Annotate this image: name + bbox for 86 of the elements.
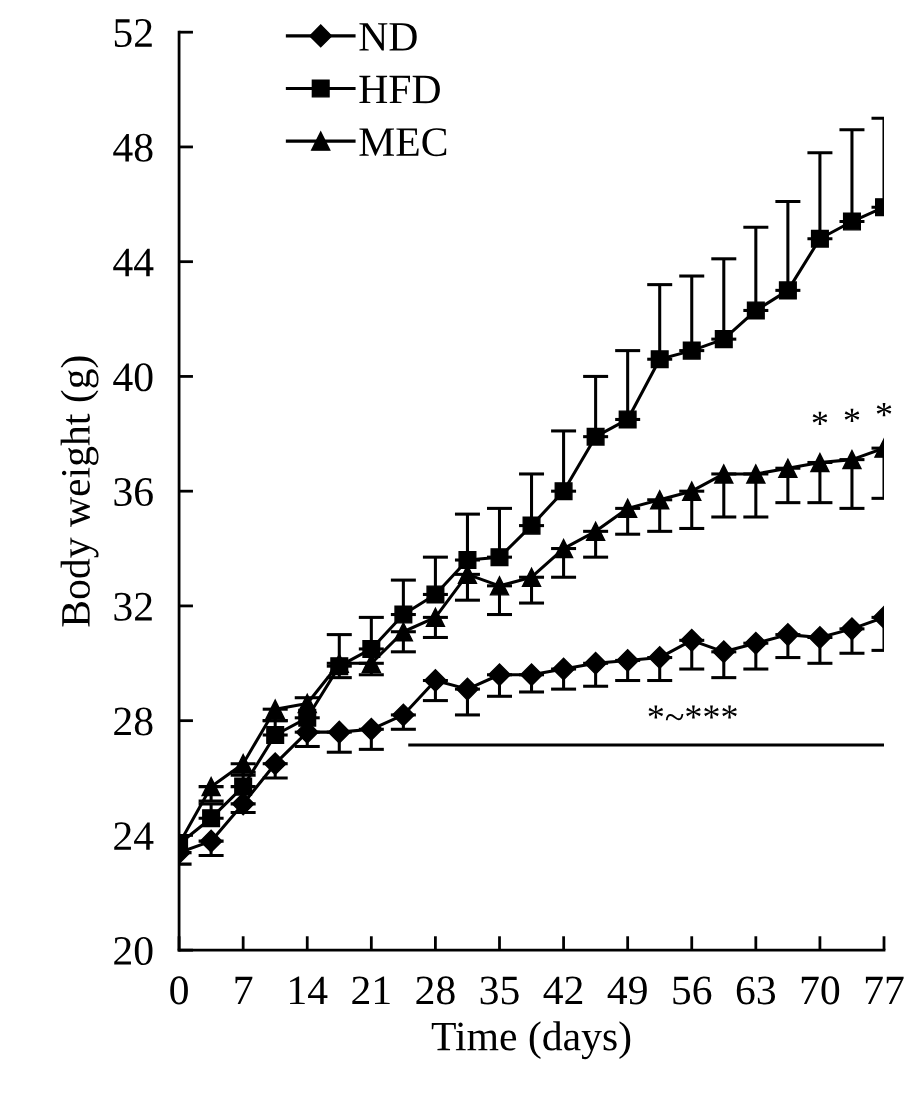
point	[842, 212, 861, 231]
x-tick-label: 7	[235, 976, 253, 1005]
y-tick-label: 48	[113, 133, 153, 162]
x-tick-label: 0	[170, 976, 188, 1005]
point	[520, 663, 544, 687]
annotation: *~***	[648, 705, 737, 721]
point	[778, 281, 797, 300]
point	[202, 809, 221, 828]
y-tick-label: 32	[114, 592, 152, 621]
point	[393, 622, 414, 642]
point	[266, 725, 285, 745]
point	[712, 640, 736, 664]
point	[234, 777, 253, 796]
y-tick-label: 36	[114, 478, 153, 507]
point	[394, 605, 413, 624]
point	[842, 449, 862, 470]
point	[585, 521, 606, 542]
point	[489, 576, 510, 596]
point	[487, 663, 511, 687]
point	[490, 548, 509, 567]
x-tick-label: 56	[673, 976, 712, 1005]
point	[584, 651, 608, 675]
point	[327, 720, 351, 744]
point	[455, 677, 479, 701]
point	[649, 490, 670, 510]
x-tick-label: 49	[607, 976, 647, 1005]
point	[362, 639, 381, 658]
point	[746, 301, 765, 320]
point	[458, 550, 477, 570]
point	[201, 776, 221, 797]
point	[616, 648, 640, 672]
y-tick-label: 52	[114, 19, 152, 48]
point	[586, 427, 605, 446]
point	[617, 498, 638, 519]
x-tick-label: 77	[865, 976, 904, 1005]
point	[391, 703, 415, 727]
x-tick-label: 28	[416, 976, 455, 1005]
y-tick-label: 40	[113, 363, 153, 392]
point	[682, 341, 701, 360]
annotation: *	[812, 411, 828, 425]
point	[554, 482, 573, 501]
point	[650, 350, 669, 369]
point	[680, 628, 704, 652]
y-tick-label: 28	[114, 707, 153, 736]
point	[552, 657, 576, 681]
point	[682, 481, 702, 501]
point	[522, 516, 541, 535]
point	[233, 753, 253, 774]
x-tick-label: 14	[290, 976, 328, 1005]
point	[426, 585, 445, 604]
y-tick-label: 20	[114, 936, 153, 966]
point	[425, 607, 446, 628]
point	[714, 464, 734, 484]
annotation: *	[844, 408, 860, 423]
x-tick-label: 70	[801, 976, 840, 1005]
point	[744, 631, 768, 655]
point	[423, 669, 447, 693]
legend-label: HFD	[359, 75, 440, 104]
x-tick-label: 35	[480, 976, 519, 1005]
point	[618, 410, 637, 429]
point	[553, 538, 574, 559]
point	[746, 464, 766, 484]
y-tick-label: 44	[113, 248, 154, 277]
legend-label: MEC	[359, 128, 447, 157]
legend-label: ND	[359, 23, 417, 51]
point	[265, 699, 285, 719]
x-tick-label: 42	[543, 976, 583, 1005]
x-tick-label: 63	[736, 976, 776, 1005]
point	[521, 567, 542, 587]
point	[263, 752, 287, 776]
point	[810, 452, 830, 473]
y-tick-label: 24	[114, 822, 154, 850]
point	[776, 623, 800, 647]
annotation: *	[876, 402, 892, 417]
point	[714, 330, 733, 349]
point	[359, 717, 383, 741]
point	[840, 617, 864, 641]
point	[648, 646, 672, 670]
point	[199, 829, 223, 853]
point	[808, 625, 832, 649]
point	[778, 458, 798, 478]
x-axis-title: Time (days)	[431, 1021, 631, 1060]
point	[297, 693, 317, 714]
y-axis-title: Body weight (g)	[60, 356, 99, 627]
x-tick-label: 21	[352, 976, 390, 1005]
point	[810, 229, 829, 248]
